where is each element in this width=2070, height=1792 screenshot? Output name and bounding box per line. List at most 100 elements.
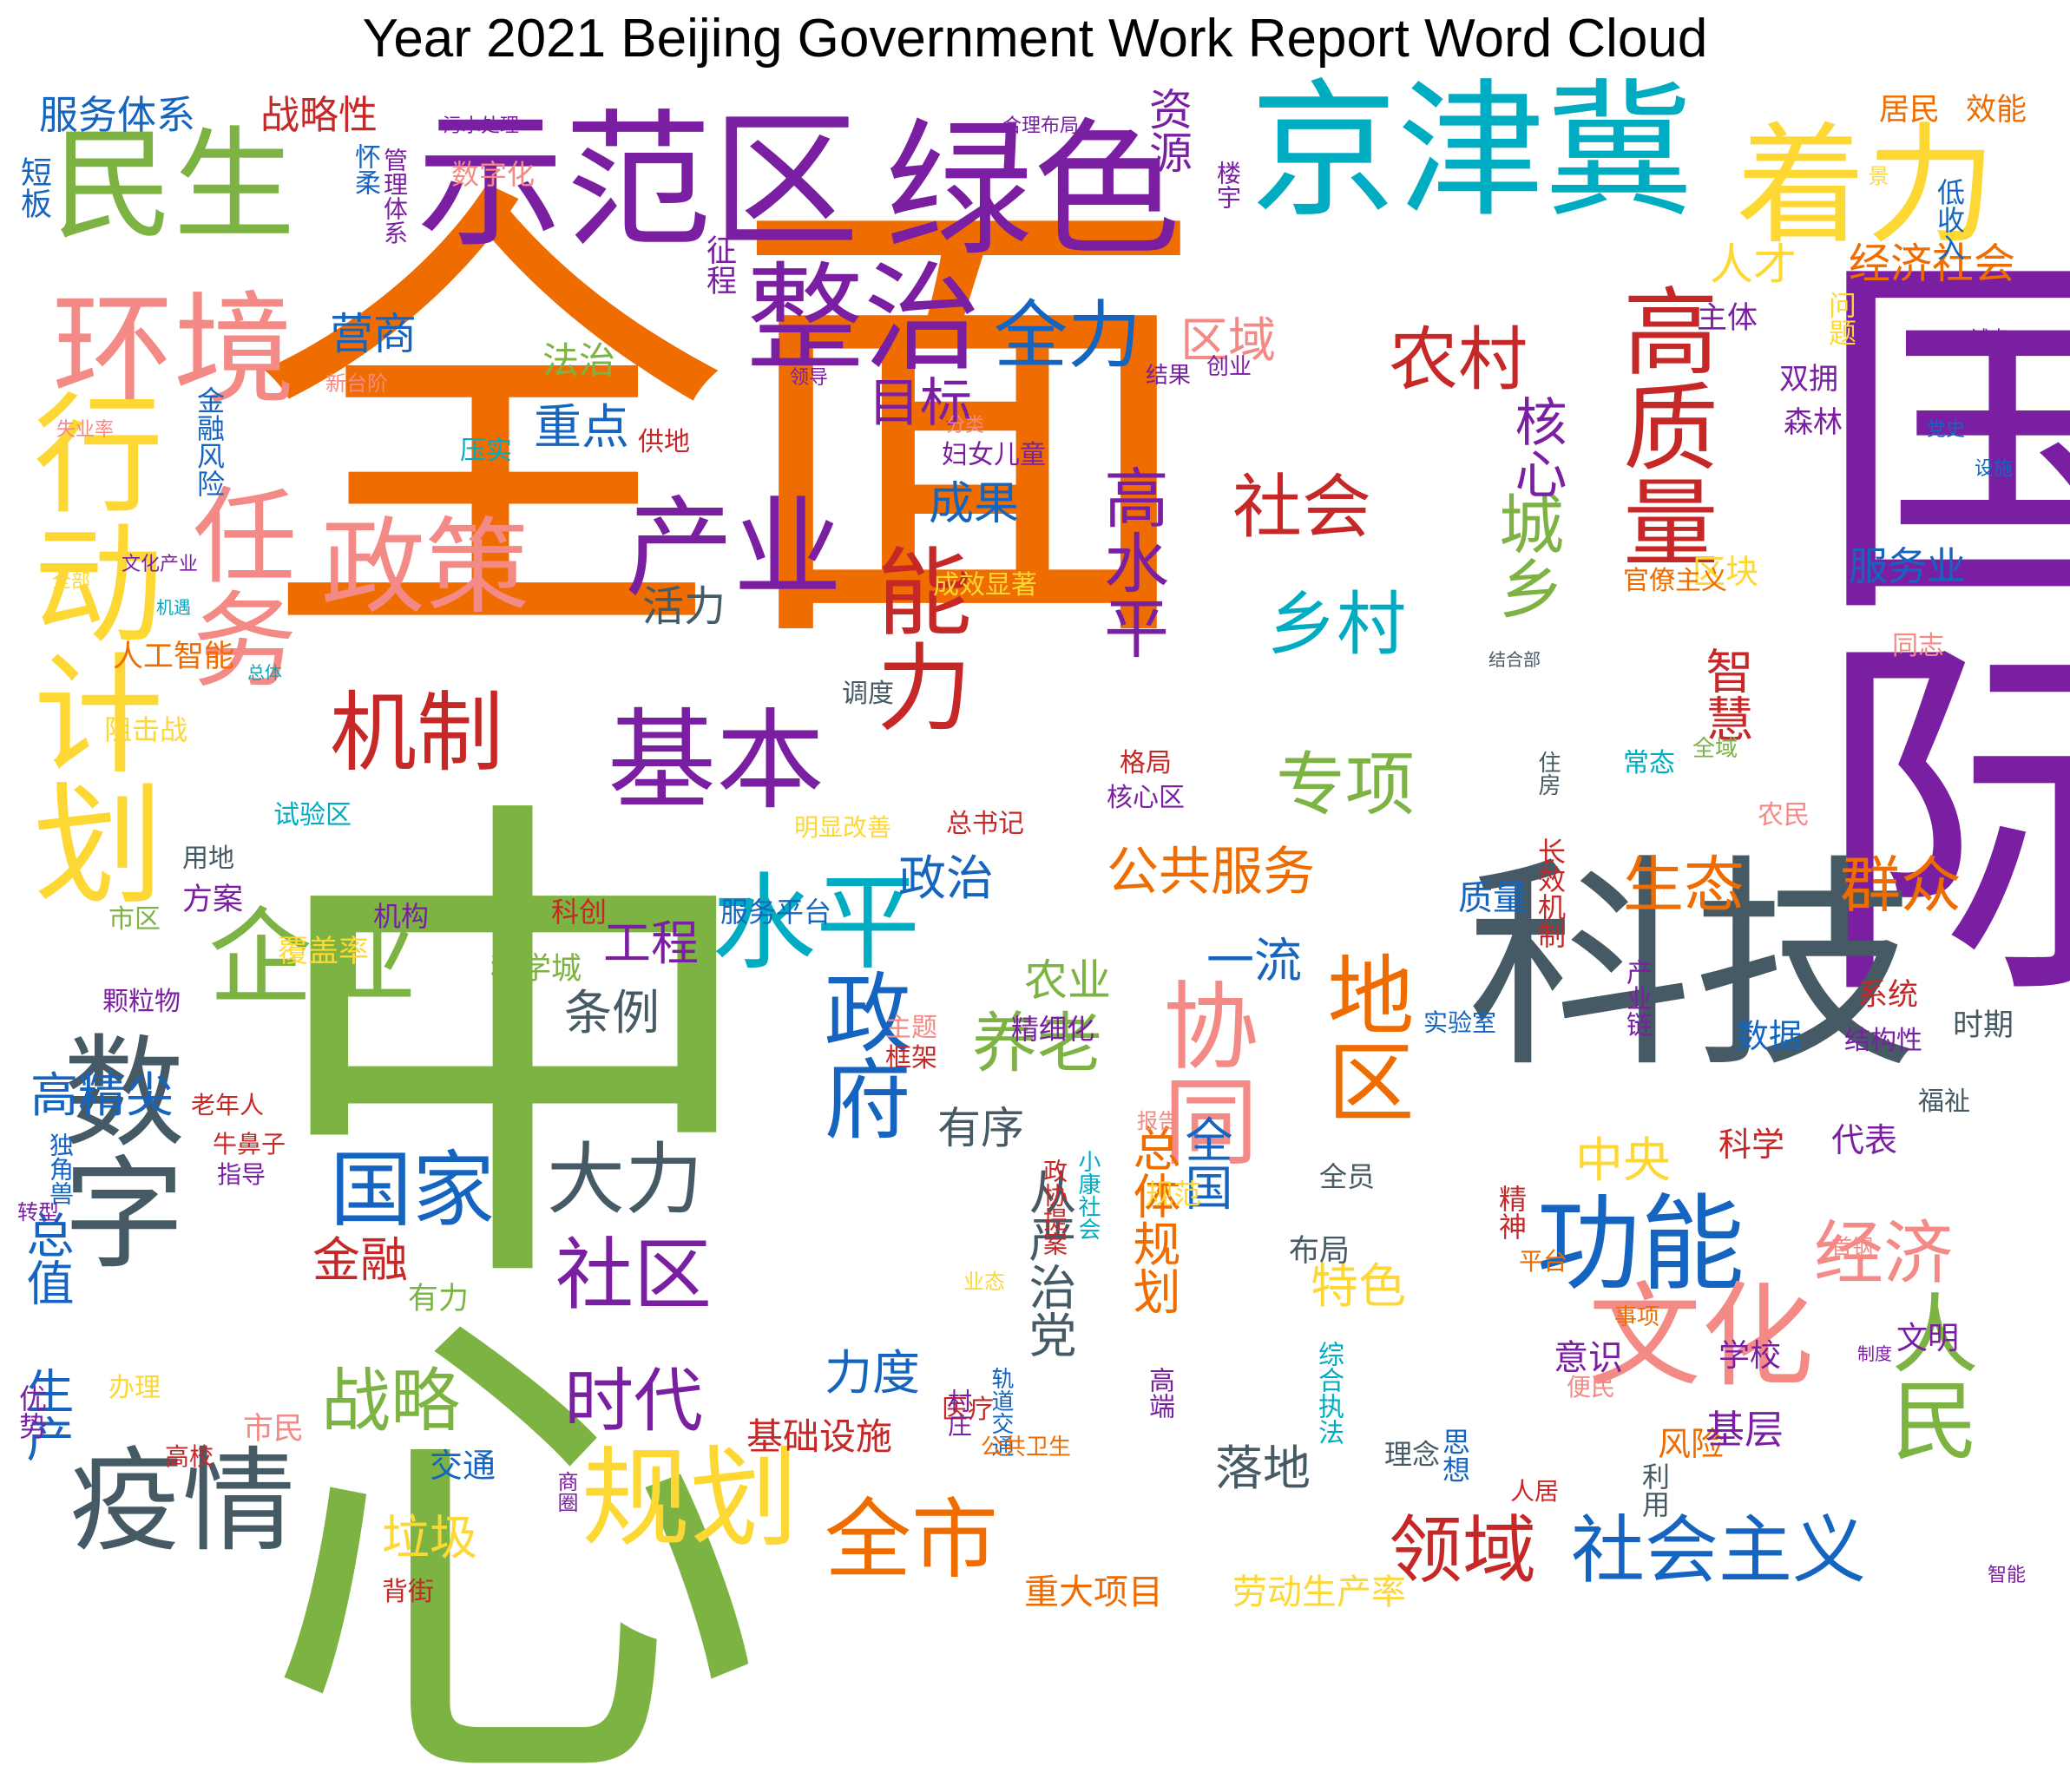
word: 事项 (1614, 1304, 1660, 1330)
word: 首钢 (1831, 1235, 1873, 1259)
word: 科创 (551, 896, 608, 929)
word: 基本 (608, 699, 825, 824)
word: 营商 (330, 309, 417, 359)
word: 全域 (1692, 736, 1738, 762)
word: 基础设施 (746, 1415, 893, 1458)
word: 人工智能 (113, 640, 235, 674)
word: 用地 (182, 843, 234, 874)
word: 同志 (1892, 631, 1944, 661)
word: 新台阶 (325, 371, 388, 396)
word: 办理 (108, 1373, 161, 1403)
word: 区块 (1692, 553, 1759, 591)
word: 覆盖率 (278, 935, 370, 969)
word: 活力 (642, 582, 726, 631)
word: 乡村 (1267, 584, 1406, 665)
word: 核心区 (1107, 783, 1185, 813)
word: 总体 (247, 662, 282, 683)
word: 管理体系 (380, 148, 409, 245)
word: 问题 (1824, 291, 1857, 346)
word: 市区 (108, 904, 161, 935)
word: 成果 (929, 478, 1020, 530)
word: 牛鼻子 (213, 1130, 286, 1159)
word: 征程 (701, 234, 736, 295)
word: 总书记 (946, 809, 1024, 839)
word: 创业 (1206, 354, 1252, 380)
word: 有力 (408, 1282, 470, 1316)
word: 全国 (1177, 1115, 1232, 1211)
word: 智慧 (1698, 647, 1753, 742)
word: 智能 (1988, 1565, 2027, 1586)
word: 科学 (1718, 1126, 1785, 1164)
word: 农民 (1758, 800, 1810, 830)
word: 全部 (52, 571, 91, 593)
word: 医疗 (942, 1395, 994, 1425)
word: 理念 (1384, 1438, 1441, 1471)
word: 地区 (1312, 950, 1414, 1124)
word: 水平 (712, 863, 920, 984)
word: 双拥 (1779, 362, 1838, 397)
word: 经济社会 (1849, 240, 2016, 288)
word: 生产 (18, 1367, 74, 1462)
word: 政治 (898, 850, 995, 906)
word: 颗粒物 (102, 987, 181, 1017)
word: 示范区 (417, 96, 860, 268)
word: 服务业 (1849, 543, 1967, 589)
word: 老年人 (191, 1091, 265, 1119)
word: 方案 (182, 883, 244, 917)
word: 设施 (1975, 458, 2014, 480)
word: 转型 (17, 1200, 59, 1224)
word: 农村 (1389, 319, 1528, 400)
word: 从严治党 (1021, 1167, 1076, 1358)
word: 文化 (1588, 1270, 1815, 1402)
word: 政策 (321, 508, 529, 628)
word: 制度 (1857, 1343, 1892, 1364)
word: 市民 (243, 1412, 305, 1447)
word: 金融风险 (193, 386, 226, 497)
word: 精细化 (1011, 1013, 1095, 1046)
word: 怀柔 (350, 143, 380, 195)
word: 领导 (790, 367, 829, 389)
word: 生态 (1623, 850, 1745, 921)
word: 报告 (1137, 1109, 1179, 1133)
word: 目标 (868, 373, 972, 434)
word: 城乡 (1488, 490, 1564, 620)
word: 有序 (937, 1103, 1024, 1153)
word: 楼宇 (1213, 161, 1242, 209)
word: 大力 (547, 1134, 703, 1225)
word: 业态 (963, 1270, 1005, 1294)
word: 优势 (15, 1384, 48, 1440)
word: 合理布局 (1002, 115, 1080, 137)
word: 学校 (1718, 1338, 1782, 1374)
word: 全面 (252, 147, 1206, 703)
word: 福祉 (1918, 1086, 1970, 1117)
word: 落地 (1215, 1441, 1311, 1496)
word: 服务平台 (720, 896, 832, 929)
word: 企业 (208, 898, 417, 1019)
word: 机制 (330, 682, 503, 784)
word: 经济 (1814, 1213, 1953, 1294)
word: 长效机制 (1534, 837, 1567, 949)
word: 资源 (1142, 87, 1193, 174)
word: 村庄 (944, 1388, 973, 1437)
word: 景 (1864, 165, 1889, 186)
word: 实验室 (1423, 1008, 1497, 1037)
word: 调度 (842, 679, 894, 709)
word: 公共卫生 (981, 1434, 1072, 1461)
word: 规划 (582, 1436, 798, 1562)
word: 条例 (564, 985, 660, 1040)
word: 环境 (52, 280, 296, 422)
word: 核心 (1506, 395, 1567, 499)
word: 法治 (542, 339, 616, 382)
word: 机遇 (156, 597, 191, 618)
word: 总值 (18, 1211, 74, 1306)
word: 效能 (1966, 93, 2027, 128)
word: 高校 (165, 1442, 214, 1471)
word: 森林 (1784, 405, 1843, 440)
chart-title: Year 2021 Beijing Government Work Report… (362, 9, 1708, 69)
word: 便民 (1567, 1373, 1616, 1401)
word: 政府 (809, 968, 910, 1141)
word: 中央 (1575, 1132, 1672, 1188)
word: 质量 (1458, 878, 1528, 918)
word: 商圈 (554, 1471, 578, 1513)
word: 住房 (1534, 751, 1561, 796)
